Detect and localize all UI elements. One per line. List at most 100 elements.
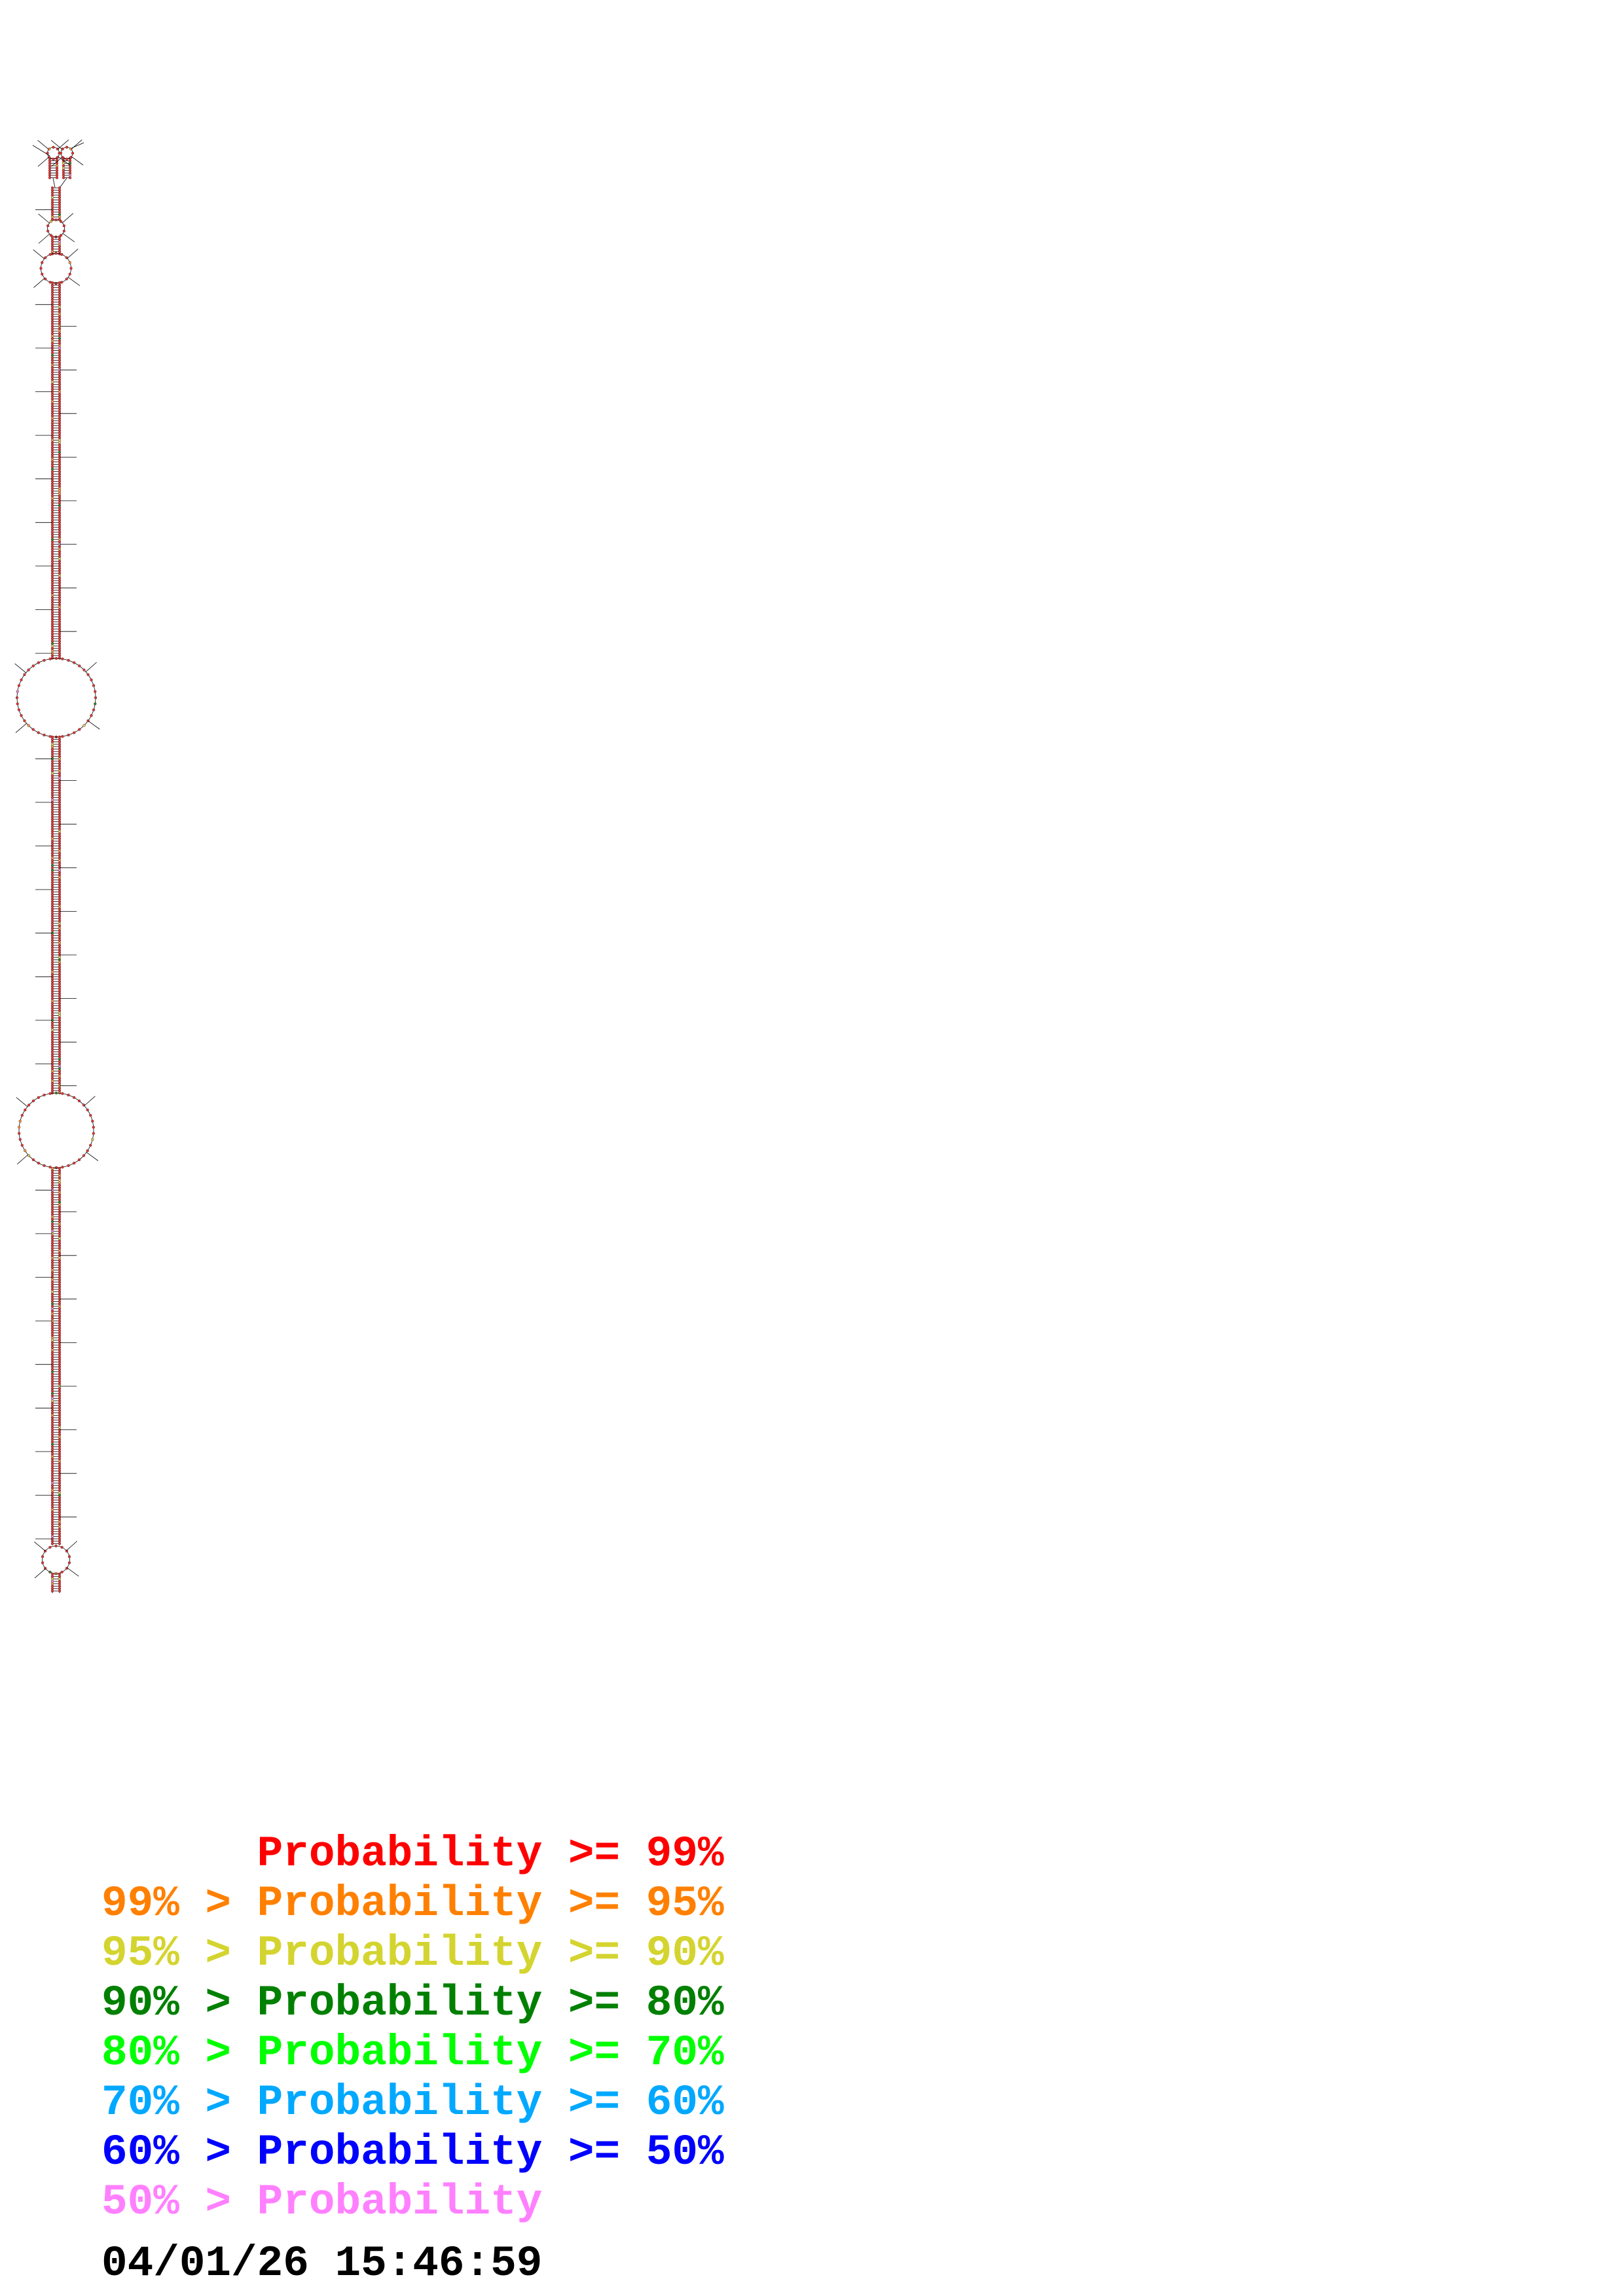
nucleotide [50,944,54,947]
nucleotide [58,1343,62,1347]
nucleotide [58,622,62,626]
nucleotide [43,733,46,737]
nucleotide [50,1503,54,1507]
nucleotide [58,533,62,536]
nucleotide [50,914,54,918]
nucleotide [58,1014,62,1017]
nucleotide [50,499,54,503]
nucleotide [50,245,54,248]
nucleotide [50,1486,54,1490]
nucleotide [58,922,62,925]
nucleotide [48,162,52,165]
nucleotide [48,169,52,172]
nucleotide [50,567,54,570]
nucleotide [58,1491,62,1494]
nucleotide [58,393,62,396]
nucleotide [90,678,93,681]
nucleotide [58,1481,62,1485]
nucleotide [58,1055,62,1058]
nucleotide [50,439,54,442]
nucleotide [50,1069,54,1073]
nucleotide [58,1270,62,1274]
nucleotide [50,936,54,940]
nucleotide [58,385,62,389]
nucleotide [50,404,54,408]
nucleotide [50,742,54,746]
nucleotide [58,920,62,923]
nucleotide [77,1158,81,1162]
nucleotide [58,286,62,289]
nucleotide [58,1179,62,1182]
nucleotide [50,535,54,539]
nucleotide [50,1462,54,1465]
nucleotide [50,1026,54,1030]
nucleotide [58,1183,62,1187]
nucleotide [50,1464,54,1468]
nucleotide [92,708,96,711]
legend-entry-60: 70% > Probability >= 60% [101,2078,724,2127]
nucleotide [50,523,54,527]
nucleotide [58,1397,62,1400]
nucleotide [58,946,62,950]
nucleotide [50,1213,54,1216]
nucleotide [31,1158,35,1162]
nucleotide [50,1390,54,1393]
nucleotide [65,1549,69,1553]
nucleotide [58,1045,62,1049]
nucleotide [58,1249,62,1252]
nucleotide [50,837,54,840]
nucleotide [58,618,62,621]
nucleotide [50,1244,54,1247]
nucleotide [58,334,62,338]
nucleotide [50,847,54,850]
nucleotide [50,934,54,937]
nucleotide [50,1343,54,1347]
position-tick [58,156,70,166]
position-tick [32,145,50,156]
nucleotide [58,1043,62,1047]
nucleotide [58,1484,62,1487]
position-tick [66,1541,78,1551]
nucleotide [58,939,62,942]
nucleotide [50,463,54,466]
nucleotide [50,1200,54,1204]
nucleotide [58,1460,62,1463]
nucleotide [58,608,62,611]
position-tick [71,156,84,166]
nucleotide [58,1375,62,1378]
nucleotide [50,984,54,988]
nucleotide [58,752,62,756]
nucleotide [50,409,54,413]
nucleotide [50,351,54,355]
nucleotide [58,1355,62,1359]
nucleotide [48,171,52,175]
nucleotide [58,530,62,534]
nucleotide [58,905,62,908]
nucleotide [67,1561,71,1564]
nucleotide [68,159,72,162]
nucleotide [50,791,54,795]
nucleotide [58,238,62,241]
nucleotide [58,1261,62,1265]
nucleotide [50,344,54,348]
nucleotide [50,490,54,493]
nucleotide [58,878,62,882]
nucleotide [50,1254,54,1257]
nucleotide [59,151,63,155]
nucleotide [55,176,59,179]
nucleotide [50,1348,54,1352]
nucleotide [50,639,54,643]
nucleotide [50,839,54,843]
nucleotide [50,1589,54,1593]
nucleotide [58,414,62,418]
nucleotide [50,960,54,964]
nucleotide [58,528,62,531]
nucleotide [50,557,54,560]
nucleotide [50,554,54,558]
nucleotide [50,1079,54,1083]
nucleotide [58,1217,62,1221]
nucleotide [58,577,62,580]
nucleotide [58,339,62,342]
nucleotide [50,1572,54,1576]
nucleotide [58,1004,62,1007]
